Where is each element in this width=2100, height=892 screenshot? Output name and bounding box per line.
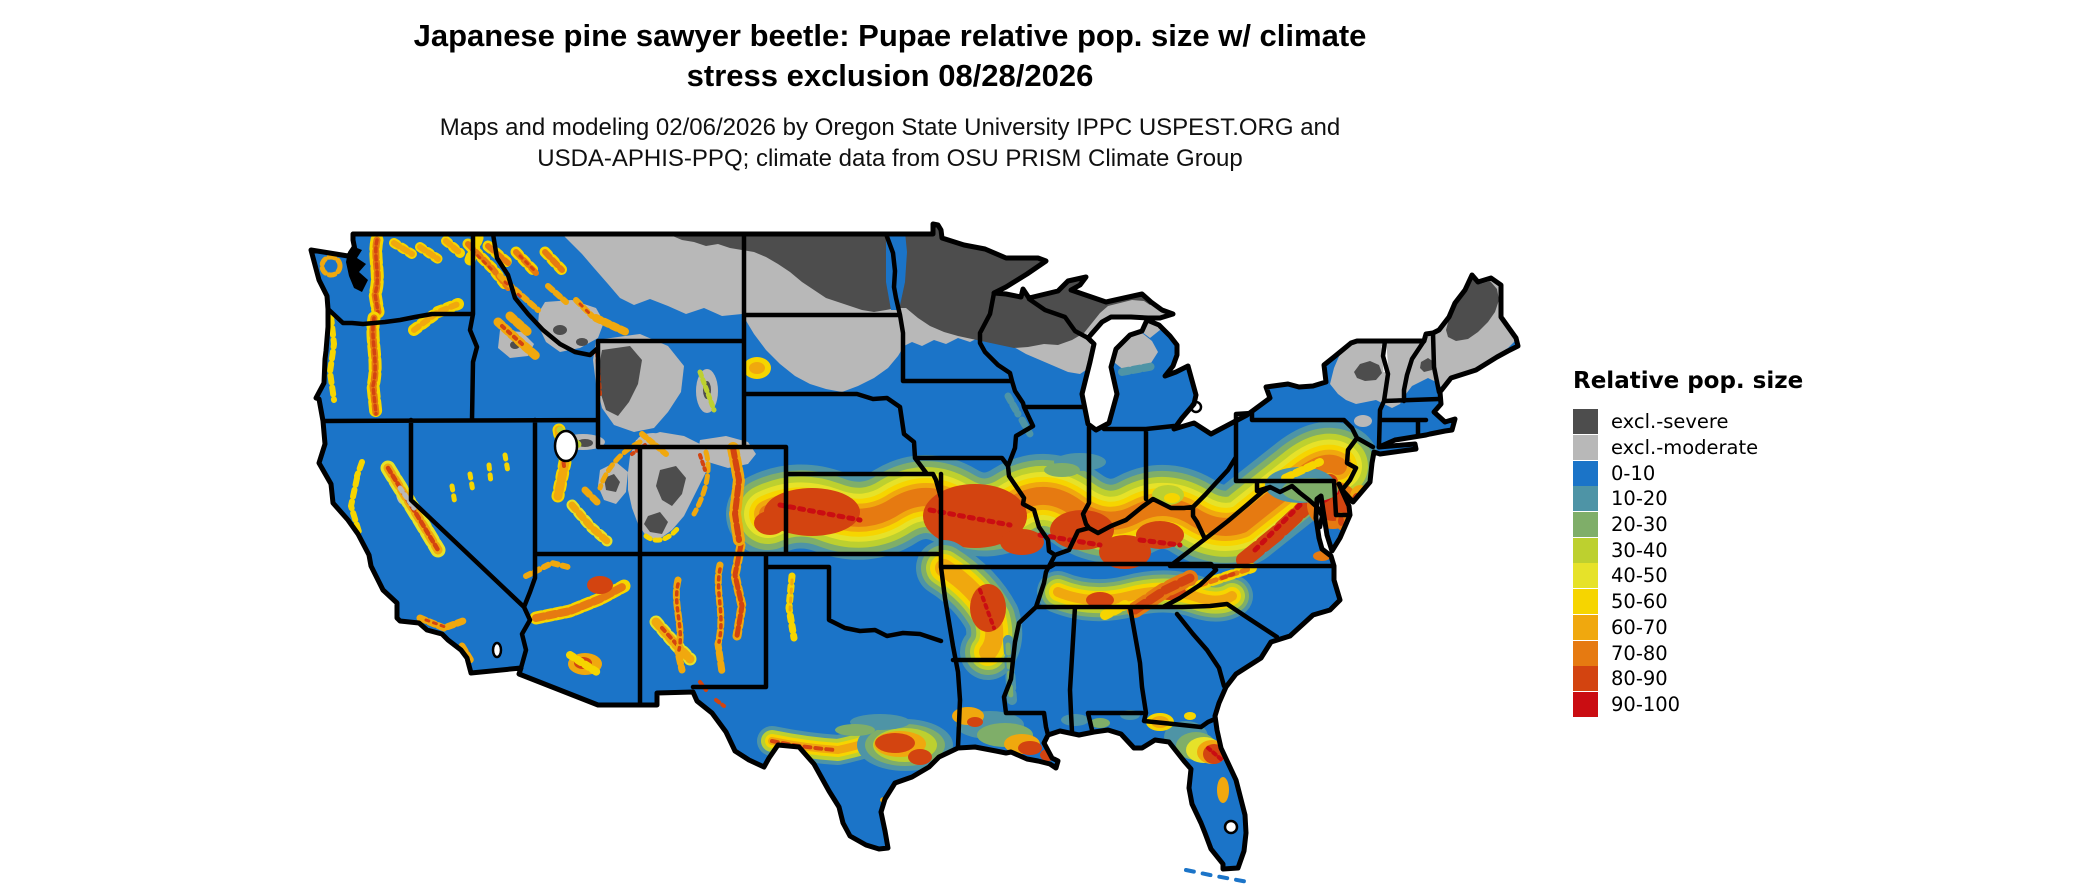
legend-title: Relative pop. size (1573, 368, 1804, 394)
salton-sea (491, 641, 503, 659)
legend-label: 10-20 (1611, 487, 1668, 511)
title-line-1: Japanese pine sawyer beetle: Pupae relat… (413, 18, 1367, 53)
legend-swatch (1573, 460, 1598, 486)
legend-label: 50-60 (1611, 590, 1668, 614)
legend-swatch (1573, 614, 1598, 640)
legend-row: 10-20 (1573, 486, 1913, 512)
subtitle-line-2: USDA-APHIS-PPQ; climate data from OSU PR… (537, 145, 1243, 172)
legend-label: 90-100 (1611, 692, 1681, 716)
legend-label: 0-10 (1611, 461, 1656, 485)
legend-label: 70-80 (1611, 641, 1668, 665)
legend-items: excl.-severe excl.-moderate 0-10 10-20 2… (1573, 409, 1913, 717)
subtitle-line-1: Maps and modeling 02/06/2026 by Oregon S… (439, 114, 1341, 141)
legend-swatch (1573, 563, 1598, 589)
legend-swatch (1573, 512, 1598, 538)
legend-swatch (1573, 486, 1598, 512)
legend-swatch (1573, 691, 1598, 717)
tennessee-band (1058, 570, 1232, 615)
legend-row: 0-10 (1573, 460, 1913, 486)
map-title: Japanese pine sawyer beetle: Pupae relat… (0, 16, 1780, 96)
legend-swatch (1573, 666, 1598, 692)
legend-label: excl.-moderate (1611, 436, 1759, 460)
ozark-region (944, 568, 1006, 652)
florida-keys (1184, 868, 1250, 884)
legend-row: 40-50 (1573, 563, 1913, 589)
legend-swatch (1573, 640, 1598, 666)
map-subtitle: Maps and modeling 02/06/2026 by Oregon S… (0, 112, 1780, 174)
legend-row: 30-40 (1573, 537, 1913, 563)
legend-row: 60-70 (1573, 614, 1913, 641)
legend-label: 80-90 (1611, 667, 1668, 691)
legend-label: 20-30 (1611, 513, 1668, 537)
puget-sound-water (346, 246, 368, 292)
legend-swatch (1573, 435, 1598, 461)
legend-row: 80-90 (1573, 666, 1913, 692)
legend-row: 70-80 (1573, 640, 1913, 666)
legend-label: 40-50 (1611, 564, 1668, 588)
legend-row: 50-60 (1573, 589, 1913, 615)
legend-swatch (1573, 409, 1598, 435)
legend-swatch (1573, 537, 1598, 563)
legend-label: 30-40 (1611, 538, 1668, 562)
map-legend: Relative pop. size excl.-severe excl.-mo… (1573, 368, 1913, 717)
state-borders (320, 231, 1442, 750)
legend-row: 90-100 (1573, 691, 1913, 718)
florida-hotspot (1120, 710, 1229, 803)
great-salt-lake (553, 429, 579, 463)
legend-row: excl.-moderate (1573, 435, 1913, 461)
legend-swatch (1573, 589, 1598, 615)
legend-label: 60-70 (1611, 615, 1668, 639)
legend-row: 20-30 (1573, 512, 1913, 538)
lake-okeechobee (1223, 819, 1239, 835)
legend-label: excl.-severe (1611, 410, 1729, 434)
title-line-2: stress exclusion 08/28/2026 (686, 58, 1094, 93)
legend-row: excl.-severe (1573, 409, 1913, 435)
texas-gulf-band (772, 635, 1110, 803)
map-raster-overlays (319, 224, 1516, 803)
